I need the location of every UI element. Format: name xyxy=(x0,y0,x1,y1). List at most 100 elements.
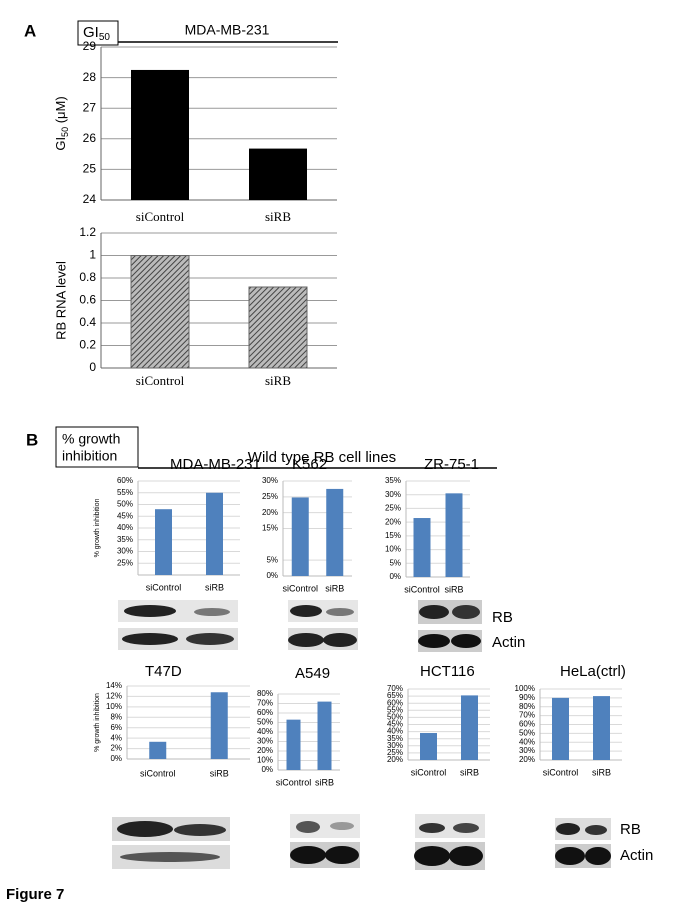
y-tick-label: 90% xyxy=(519,693,535,702)
label-box xyxy=(77,20,119,46)
chart-title: T47D xyxy=(145,663,182,680)
x-tick-label: siRB xyxy=(460,767,479,777)
y-tick-label: 0% xyxy=(110,754,122,763)
y-axis-label: % growth inhibition xyxy=(94,499,101,558)
y-tick-label: 20% xyxy=(262,508,278,517)
x-tick-label: siControl xyxy=(146,582,182,592)
band xyxy=(122,633,178,645)
chart: 0%10%20%30%40%50%60%70%80% siControl siRB A… xyxy=(257,665,340,787)
bar xyxy=(552,697,569,760)
y-tick-label: 10% xyxy=(257,756,273,765)
y-tick-label: 12% xyxy=(106,692,122,701)
y-tick-label: 80% xyxy=(519,702,535,711)
x-tick-label: siRB xyxy=(592,767,611,777)
y-tick-label: 15% xyxy=(262,524,278,533)
band xyxy=(556,823,580,835)
bar xyxy=(593,696,610,760)
y-tick-label: 25% xyxy=(387,748,403,757)
band xyxy=(120,852,220,862)
y-tick-label: 0.2 xyxy=(79,338,96,352)
y-axis-label-part: 50 xyxy=(60,127,70,137)
band xyxy=(174,824,226,836)
y-tick-label: 14% xyxy=(106,681,122,690)
x-tick-label: siControl xyxy=(543,767,579,777)
bar xyxy=(149,741,167,759)
y-tick-label: 60% xyxy=(117,476,133,485)
x-tick-label: siControl xyxy=(136,209,185,224)
band xyxy=(194,608,230,616)
band xyxy=(290,846,326,864)
y-tick-label: 20% xyxy=(387,755,403,764)
chart-title: ZR-75-1 xyxy=(424,456,479,473)
y-tick-label: 25% xyxy=(117,558,133,567)
y-tick-label: 20% xyxy=(257,746,273,755)
x-tick-label: siRB xyxy=(325,583,344,593)
chart: 0% 5% 15% 20% 25% 30% siControl siRB K562 xyxy=(262,456,352,593)
y-tick-label: 0.4 xyxy=(79,315,96,329)
panel-label: A xyxy=(24,21,36,40)
blot-label: RB xyxy=(492,609,513,626)
x-tick-label: siRB xyxy=(210,768,229,778)
y-tick-label: 26 xyxy=(83,131,97,145)
y-tick-label: 0.6 xyxy=(79,293,96,307)
y-tick-label: 40% xyxy=(519,737,535,746)
y-axis-label-part: GI xyxy=(53,137,68,151)
y-tick-label: 20% xyxy=(385,517,401,526)
y-tick-label: 30% xyxy=(117,547,133,556)
bar xyxy=(286,719,301,770)
y-tick-label: 70% xyxy=(519,711,535,720)
y-tick-label: 70% xyxy=(387,684,403,693)
bar xyxy=(155,509,172,575)
chart-title: A549 xyxy=(295,665,330,682)
x-tick-label: siRB xyxy=(315,777,334,787)
blot-label: Actin xyxy=(620,847,653,864)
x-tick-label: siControl xyxy=(276,777,312,787)
x-tick-label: siControl xyxy=(136,373,185,388)
band xyxy=(453,823,479,833)
y-tick-label: 100% xyxy=(515,684,535,693)
y-tick-label: 30% xyxy=(257,737,273,746)
bar xyxy=(420,733,437,760)
y-tick-label: 0% xyxy=(266,571,278,580)
y-tick-label: 30% xyxy=(519,746,535,755)
chart: 20%25%30%35%40%45%50%55%60%65%70% siContr… xyxy=(387,663,490,777)
band xyxy=(419,823,445,833)
bar xyxy=(210,692,228,759)
y-tick-label: 25% xyxy=(262,492,278,501)
y-tick-label: 5% xyxy=(266,555,278,564)
y-tick-label: 8% xyxy=(110,712,122,721)
bar xyxy=(326,488,344,576)
bar xyxy=(413,518,431,577)
y-tick-label: 30% xyxy=(262,476,278,485)
y-tick-label: 30% xyxy=(387,741,403,750)
bar xyxy=(291,497,309,576)
y-tick-label: 0.8 xyxy=(79,270,96,284)
y-tick-label: 24 xyxy=(83,192,97,206)
chart: 24 25 26 27 28 29 siControl siRB GI50 (μM) xyxy=(53,39,337,224)
chart: 25% 30% 35% 40% 45% 50% 55% 60% siControl siRB MDA… xyxy=(94,456,261,592)
chart: 20%30%40%50%60%70%80%90%100% siControl siR… xyxy=(515,663,626,777)
chart-title: MDA-MB-231 xyxy=(170,456,261,473)
band xyxy=(296,821,320,833)
y-tick-label: 25 xyxy=(83,162,97,176)
bar xyxy=(206,492,223,575)
band xyxy=(451,634,481,648)
y-tick-label: 80% xyxy=(257,689,273,698)
y-tick-label: 29 xyxy=(83,39,97,53)
band xyxy=(186,633,234,645)
x-tick-label: siRB xyxy=(265,209,291,224)
y-tick-label: 35% xyxy=(385,476,401,485)
x-tick-label: siControl xyxy=(282,583,318,593)
band xyxy=(117,821,173,837)
bar xyxy=(248,286,308,369)
chart: 0%2% 4%6% 8%10%12% 14% siControl siRB T47D % gr… xyxy=(94,663,250,778)
label-box xyxy=(55,426,139,468)
panel-label: B xyxy=(26,430,38,449)
band xyxy=(452,605,480,619)
band xyxy=(323,633,357,647)
blot-label: RB xyxy=(620,821,641,838)
box-label: GI50 xyxy=(83,24,110,43)
band xyxy=(326,608,354,616)
chart-title: K562 xyxy=(292,456,327,473)
y-tick-label: 50% xyxy=(387,713,403,722)
